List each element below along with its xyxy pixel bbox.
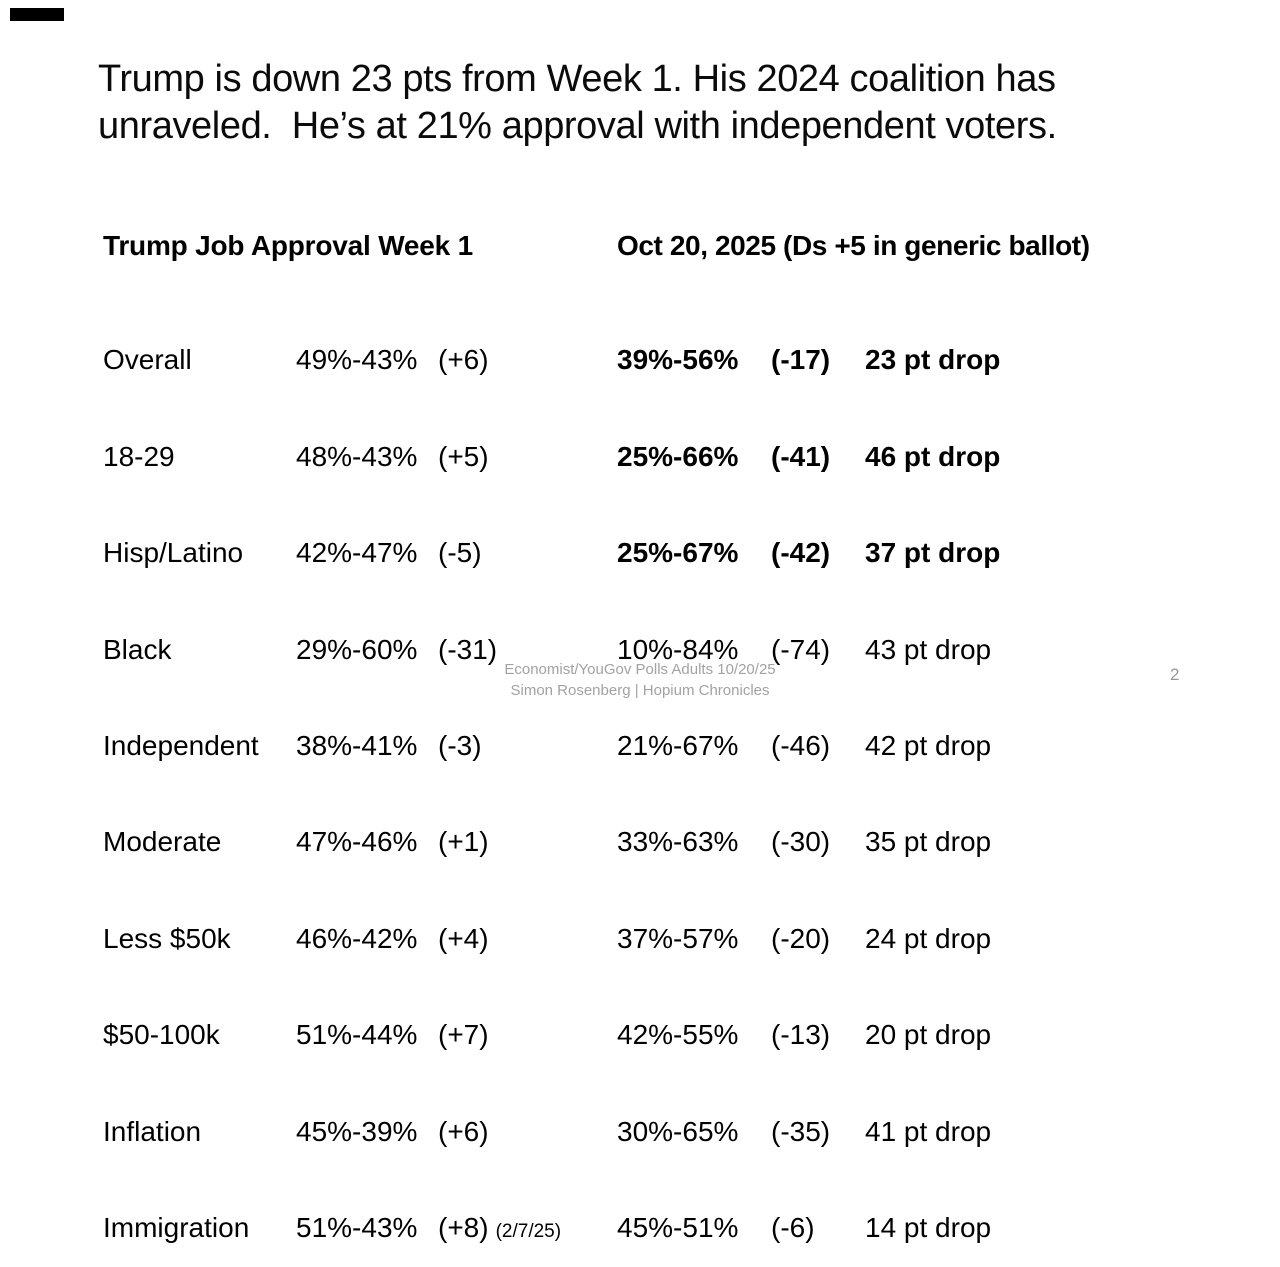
week1-value: 46%-42% xyxy=(296,922,418,954)
week1-margin-value: (-5) xyxy=(438,537,482,569)
table-header-row: Trump Job Approval Week 1 Oct 20, 2025 (… xyxy=(103,225,1090,267)
week1-margin-value: (+5) xyxy=(438,440,489,472)
oct-margin: (-17) xyxy=(771,344,831,376)
week1-value: 51%-43% xyxy=(296,1211,418,1243)
oct-margin: (-6) xyxy=(771,1211,815,1243)
row-label: Inflation xyxy=(103,1115,202,1147)
week1-margin: (-3) xyxy=(438,725,617,767)
week1-value: 29%-60% xyxy=(296,633,418,665)
week1-date-note: (2/7/25) xyxy=(495,1220,562,1242)
table-row: Black 29%-60% (-31) 10%-84% (-74) 43 pt … xyxy=(103,629,1090,671)
week1-margin-value: (-3) xyxy=(438,729,482,761)
footer-source-line1: Economist/YouGov Polls Adults 10/20/25 xyxy=(504,661,776,678)
drop-value: 42 pt drop xyxy=(865,729,992,761)
week1-margin: (-5) xyxy=(438,532,617,574)
drop-value: 43 pt drop xyxy=(865,633,992,665)
oct-value: 37%-57% xyxy=(617,922,739,954)
oct-value: 21%-67% xyxy=(617,729,739,761)
table-row: Immigration 51%-43% (+8) (2/7/25) 45%-51%… xyxy=(103,1207,1090,1249)
oct-value: 39%-56% xyxy=(617,344,739,376)
drop-value: 14 pt drop xyxy=(865,1211,992,1243)
oct-value: 45%-51% xyxy=(617,1211,739,1243)
approval-table: Trump Job Approval Week 1 Oct 20, 2025 (… xyxy=(103,189,1090,1267)
week1-margin: (+1) xyxy=(438,821,617,863)
week1-margin-value: (+4) xyxy=(438,922,489,954)
oct-margin: (-13) xyxy=(771,1019,831,1051)
week1-margin-value: (+7) xyxy=(438,1019,489,1051)
week1-margin-value: (+6) xyxy=(438,344,489,376)
week1-value: 49%-43% xyxy=(296,344,418,376)
oct-margin: (-41) xyxy=(771,440,831,472)
slide-title-line1: Trump is down 23 pts from Week 1. His 20… xyxy=(98,58,1056,100)
row-label: Moderate xyxy=(103,826,222,858)
table-row: Independent 38%-41% (-3) 21%-67% (-46) 4… xyxy=(103,725,1090,767)
drop-value: 41 pt drop xyxy=(865,1115,992,1147)
oct-margin: (-74) xyxy=(771,633,831,665)
week1-margin: (+7) xyxy=(438,1014,617,1056)
drop-value: 46 pt drop xyxy=(865,440,1001,472)
oct-value: 30%-65% xyxy=(617,1115,739,1147)
row-label: Independent xyxy=(103,729,259,761)
row-label: Hisp/Latino xyxy=(103,537,244,569)
oct-margin: (-20) xyxy=(771,922,831,954)
oct-margin: (-30) xyxy=(771,826,831,858)
table-row: 18-29 48%-43% (+5) 25%-66% (-41) 46 pt d… xyxy=(103,436,1090,478)
week1-value: 51%-44% xyxy=(296,1019,418,1051)
table-row: $50-100k 51%-44% (+7) 42%-55% (-13) 20 p… xyxy=(103,1014,1090,1056)
table-row: Less $50k 46%-42% (+4) 37%-57% (-20) 24 … xyxy=(103,918,1090,960)
table-row: Inflation 45%-39% (+6) 30%-65% (-35) 41 … xyxy=(103,1111,1090,1153)
row-label: Immigration xyxy=(103,1211,250,1243)
oct-margin: (-35) xyxy=(771,1115,831,1147)
week1-value: 48%-43% xyxy=(296,440,418,472)
drop-value: 24 pt drop xyxy=(865,922,992,954)
week1-margin: (+8) (2/7/25) xyxy=(438,1207,617,1253)
oct-value: 25%-67% xyxy=(617,537,739,569)
left-column-header: Trump Job Approval Week 1 xyxy=(103,230,473,261)
row-label: Less $50k xyxy=(103,922,231,954)
row-label: 18-29 xyxy=(103,440,175,472)
right-column-header: Oct 20, 2025 (Ds +5 in generic ballot) xyxy=(617,230,1090,261)
page-number: 2 xyxy=(1170,665,1180,684)
slide-title: Trump is down 23 pts from Week 1. His 20… xyxy=(98,56,1218,150)
drop-value: 20 pt drop xyxy=(865,1019,992,1051)
week1-margin: (+6) xyxy=(438,1111,617,1153)
week1-value: 38%-41% xyxy=(296,729,418,761)
table-row: Overall 49%-43% (+6) 39%-56% (-17) 23 pt… xyxy=(103,339,1090,381)
row-label: Black xyxy=(103,633,172,665)
table-row: Moderate 47%-46% (+1) 33%-63% (-30) 35 p… xyxy=(103,821,1090,863)
oct-value: 42%-55% xyxy=(617,1019,739,1051)
row-label: Overall xyxy=(103,344,192,376)
oct-value: 10%-84% xyxy=(617,633,739,665)
drop-value: 37 pt drop xyxy=(865,537,1001,569)
week1-value: 42%-47% xyxy=(296,537,418,569)
oct-value: 25%-66% xyxy=(617,440,739,472)
footer-source-line2: Simon Rosenberg | Hopium Chronicles xyxy=(510,682,770,699)
corner-mark-decoration xyxy=(10,8,64,21)
week1-margin: (+6) xyxy=(438,339,617,381)
week1-margin-value: (+1) xyxy=(438,826,489,858)
oct-margin: (-46) xyxy=(771,729,831,761)
row-label: $50-100k xyxy=(103,1019,220,1051)
week1-margin-value: (+6) xyxy=(438,1115,489,1147)
table-row: Hisp/Latino 42%-47% (-5) 25%-67% (-42) 3… xyxy=(103,532,1090,574)
oct-margin: (-42) xyxy=(771,537,831,569)
oct-value: 33%-63% xyxy=(617,826,739,858)
week1-value: 45%-39% xyxy=(296,1115,418,1147)
drop-value: 23 pt drop xyxy=(865,344,1001,376)
week1-margin-value: (+8) xyxy=(438,1211,489,1243)
week1-margin: (+5) xyxy=(438,436,617,478)
drop-value: 35 pt drop xyxy=(865,826,992,858)
week1-value: 47%-46% xyxy=(296,826,418,858)
week1-margin-value: (-31) xyxy=(438,633,498,665)
slide-title-line2: unraveled. He’s at 21% approval with ind… xyxy=(98,105,1057,147)
footer-source: Economist/YouGov Polls Adults 10/20/25 Si… xyxy=(390,659,890,701)
week1-margin: (+4) xyxy=(438,918,617,960)
week1-margin: (-31) xyxy=(438,629,617,671)
